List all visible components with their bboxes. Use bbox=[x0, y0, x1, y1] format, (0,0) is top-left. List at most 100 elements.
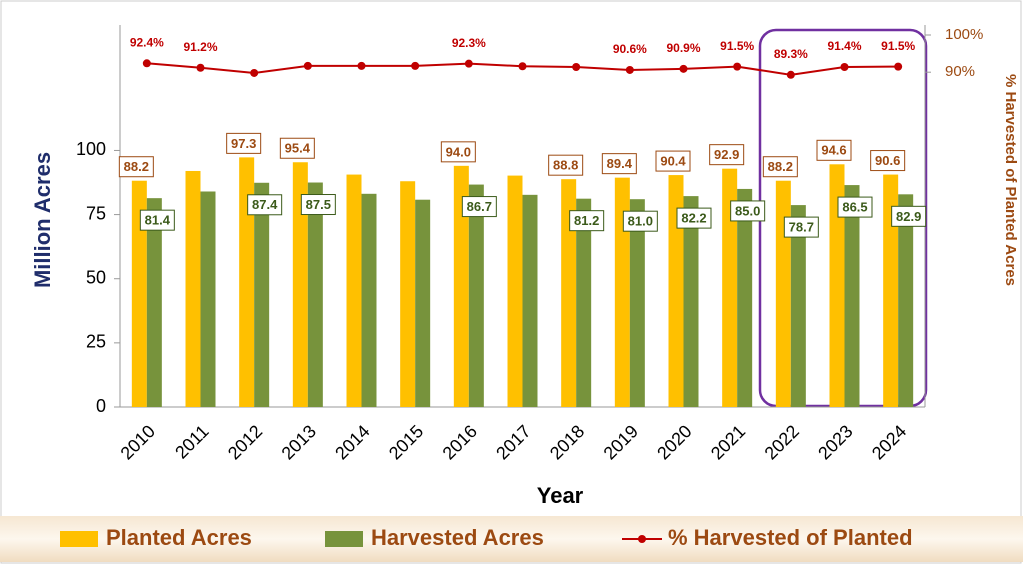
value-label: 86.5 bbox=[842, 200, 867, 215]
value-label: 89.4 bbox=[607, 156, 633, 171]
point bbox=[679, 64, 688, 73]
point bbox=[196, 63, 205, 72]
y-tick-label: 50 bbox=[86, 267, 106, 287]
value-label-box bbox=[622, 210, 658, 232]
value-label: 82.9 bbox=[896, 209, 921, 224]
x-tick-label: 2022 bbox=[761, 421, 803, 463]
x-tick-label: 2023 bbox=[814, 421, 856, 463]
value-label: 91.5% bbox=[720, 39, 754, 53]
value-label: 88.2 bbox=[124, 159, 149, 174]
bar bbox=[576, 198, 592, 407]
value-label: 89.3% bbox=[774, 47, 808, 61]
x-tick-label: 2013 bbox=[278, 421, 320, 463]
point bbox=[357, 61, 366, 70]
value-label: 91.5% bbox=[881, 39, 915, 53]
value-label: 94.6 bbox=[821, 143, 846, 158]
value-label-box bbox=[118, 156, 154, 178]
value-label: 90.6% bbox=[613, 42, 647, 56]
value-label-box bbox=[891, 205, 927, 227]
point bbox=[303, 61, 312, 70]
x-tick-label: 2010 bbox=[117, 421, 159, 463]
value-label-box bbox=[139, 209, 175, 231]
y-tick-label: 100 bbox=[76, 139, 106, 159]
y2-tick-label: 100% bbox=[945, 26, 983, 43]
x-tick-label: 2015 bbox=[385, 421, 427, 463]
value-label: 92.3% bbox=[452, 36, 486, 50]
value-label: 81.0 bbox=[628, 214, 653, 229]
value-label: 90.9% bbox=[666, 41, 700, 55]
value-label: 82.2 bbox=[681, 211, 706, 226]
y-tick-label: 75 bbox=[86, 203, 106, 223]
value-label: 87.4 bbox=[252, 197, 278, 212]
bar bbox=[346, 174, 362, 407]
x-axis-label: Year bbox=[537, 483, 584, 508]
bar bbox=[561, 179, 577, 407]
value-label-box bbox=[655, 150, 691, 172]
bar bbox=[775, 180, 791, 407]
bar bbox=[629, 199, 645, 407]
legend-swatch bbox=[60, 531, 98, 547]
legend-label: % Harvested of Planted bbox=[668, 525, 913, 550]
value-label-box bbox=[870, 150, 906, 172]
point bbox=[786, 70, 795, 79]
bar bbox=[790, 205, 806, 407]
bar bbox=[898, 194, 914, 407]
x-tick-label: 2012 bbox=[224, 421, 266, 463]
value-label: 91.2% bbox=[183, 40, 217, 54]
bar bbox=[844, 185, 860, 407]
point bbox=[411, 61, 420, 70]
y-tick-label: 25 bbox=[86, 332, 106, 352]
legend-band bbox=[0, 516, 1023, 562]
value-label: 92.9 bbox=[714, 147, 739, 162]
value-label: 88.2 bbox=[768, 159, 793, 174]
value-label: 87.5 bbox=[306, 197, 331, 212]
bar bbox=[185, 170, 201, 407]
legend-point bbox=[638, 535, 646, 543]
value-label: 81.2 bbox=[574, 213, 599, 228]
value-label-box bbox=[709, 144, 745, 166]
x-tick-label: 2018 bbox=[546, 421, 588, 463]
y-tick-label: 0 bbox=[96, 396, 106, 416]
point bbox=[142, 59, 151, 68]
bar bbox=[361, 193, 377, 407]
value-label: 97.3 bbox=[231, 136, 256, 151]
value-label-box bbox=[461, 196, 497, 218]
point bbox=[733, 62, 742, 71]
y2-tick-label: 90% bbox=[945, 63, 975, 80]
bar bbox=[683, 196, 699, 407]
bar bbox=[307, 182, 323, 407]
value-label-box bbox=[837, 196, 873, 218]
bar bbox=[146, 198, 162, 407]
bar bbox=[239, 157, 255, 407]
x-tick-label: 2011 bbox=[171, 421, 213, 463]
x-tick-label: 2014 bbox=[331, 421, 373, 463]
y-axis-label: Million Acres bbox=[30, 152, 55, 288]
value-label-box bbox=[226, 132, 262, 154]
point bbox=[572, 62, 581, 71]
value-label: 90.4 bbox=[660, 154, 686, 169]
bar bbox=[254, 182, 270, 407]
legend-label: Harvested Acres bbox=[371, 525, 544, 550]
bar bbox=[737, 188, 753, 407]
value-label-box bbox=[601, 153, 637, 175]
value-label-box bbox=[300, 194, 336, 216]
bar bbox=[453, 165, 469, 407]
bar bbox=[614, 177, 630, 407]
value-label: 91.4% bbox=[827, 39, 861, 53]
bar bbox=[522, 194, 538, 407]
value-label-box bbox=[279, 137, 315, 159]
point bbox=[840, 62, 849, 71]
value-label: 78.7 bbox=[789, 220, 814, 235]
value-label: 92.4% bbox=[130, 35, 164, 49]
value-label: 86.7 bbox=[467, 199, 492, 214]
value-label: 90.6 bbox=[875, 153, 900, 168]
value-label: 81.4 bbox=[145, 213, 171, 228]
bar bbox=[668, 175, 684, 407]
value-label-box bbox=[676, 207, 712, 229]
point bbox=[894, 62, 903, 71]
value-label-box bbox=[548, 154, 584, 176]
x-tick-label: 2017 bbox=[492, 421, 534, 463]
value-label: 95.4 bbox=[285, 141, 311, 156]
